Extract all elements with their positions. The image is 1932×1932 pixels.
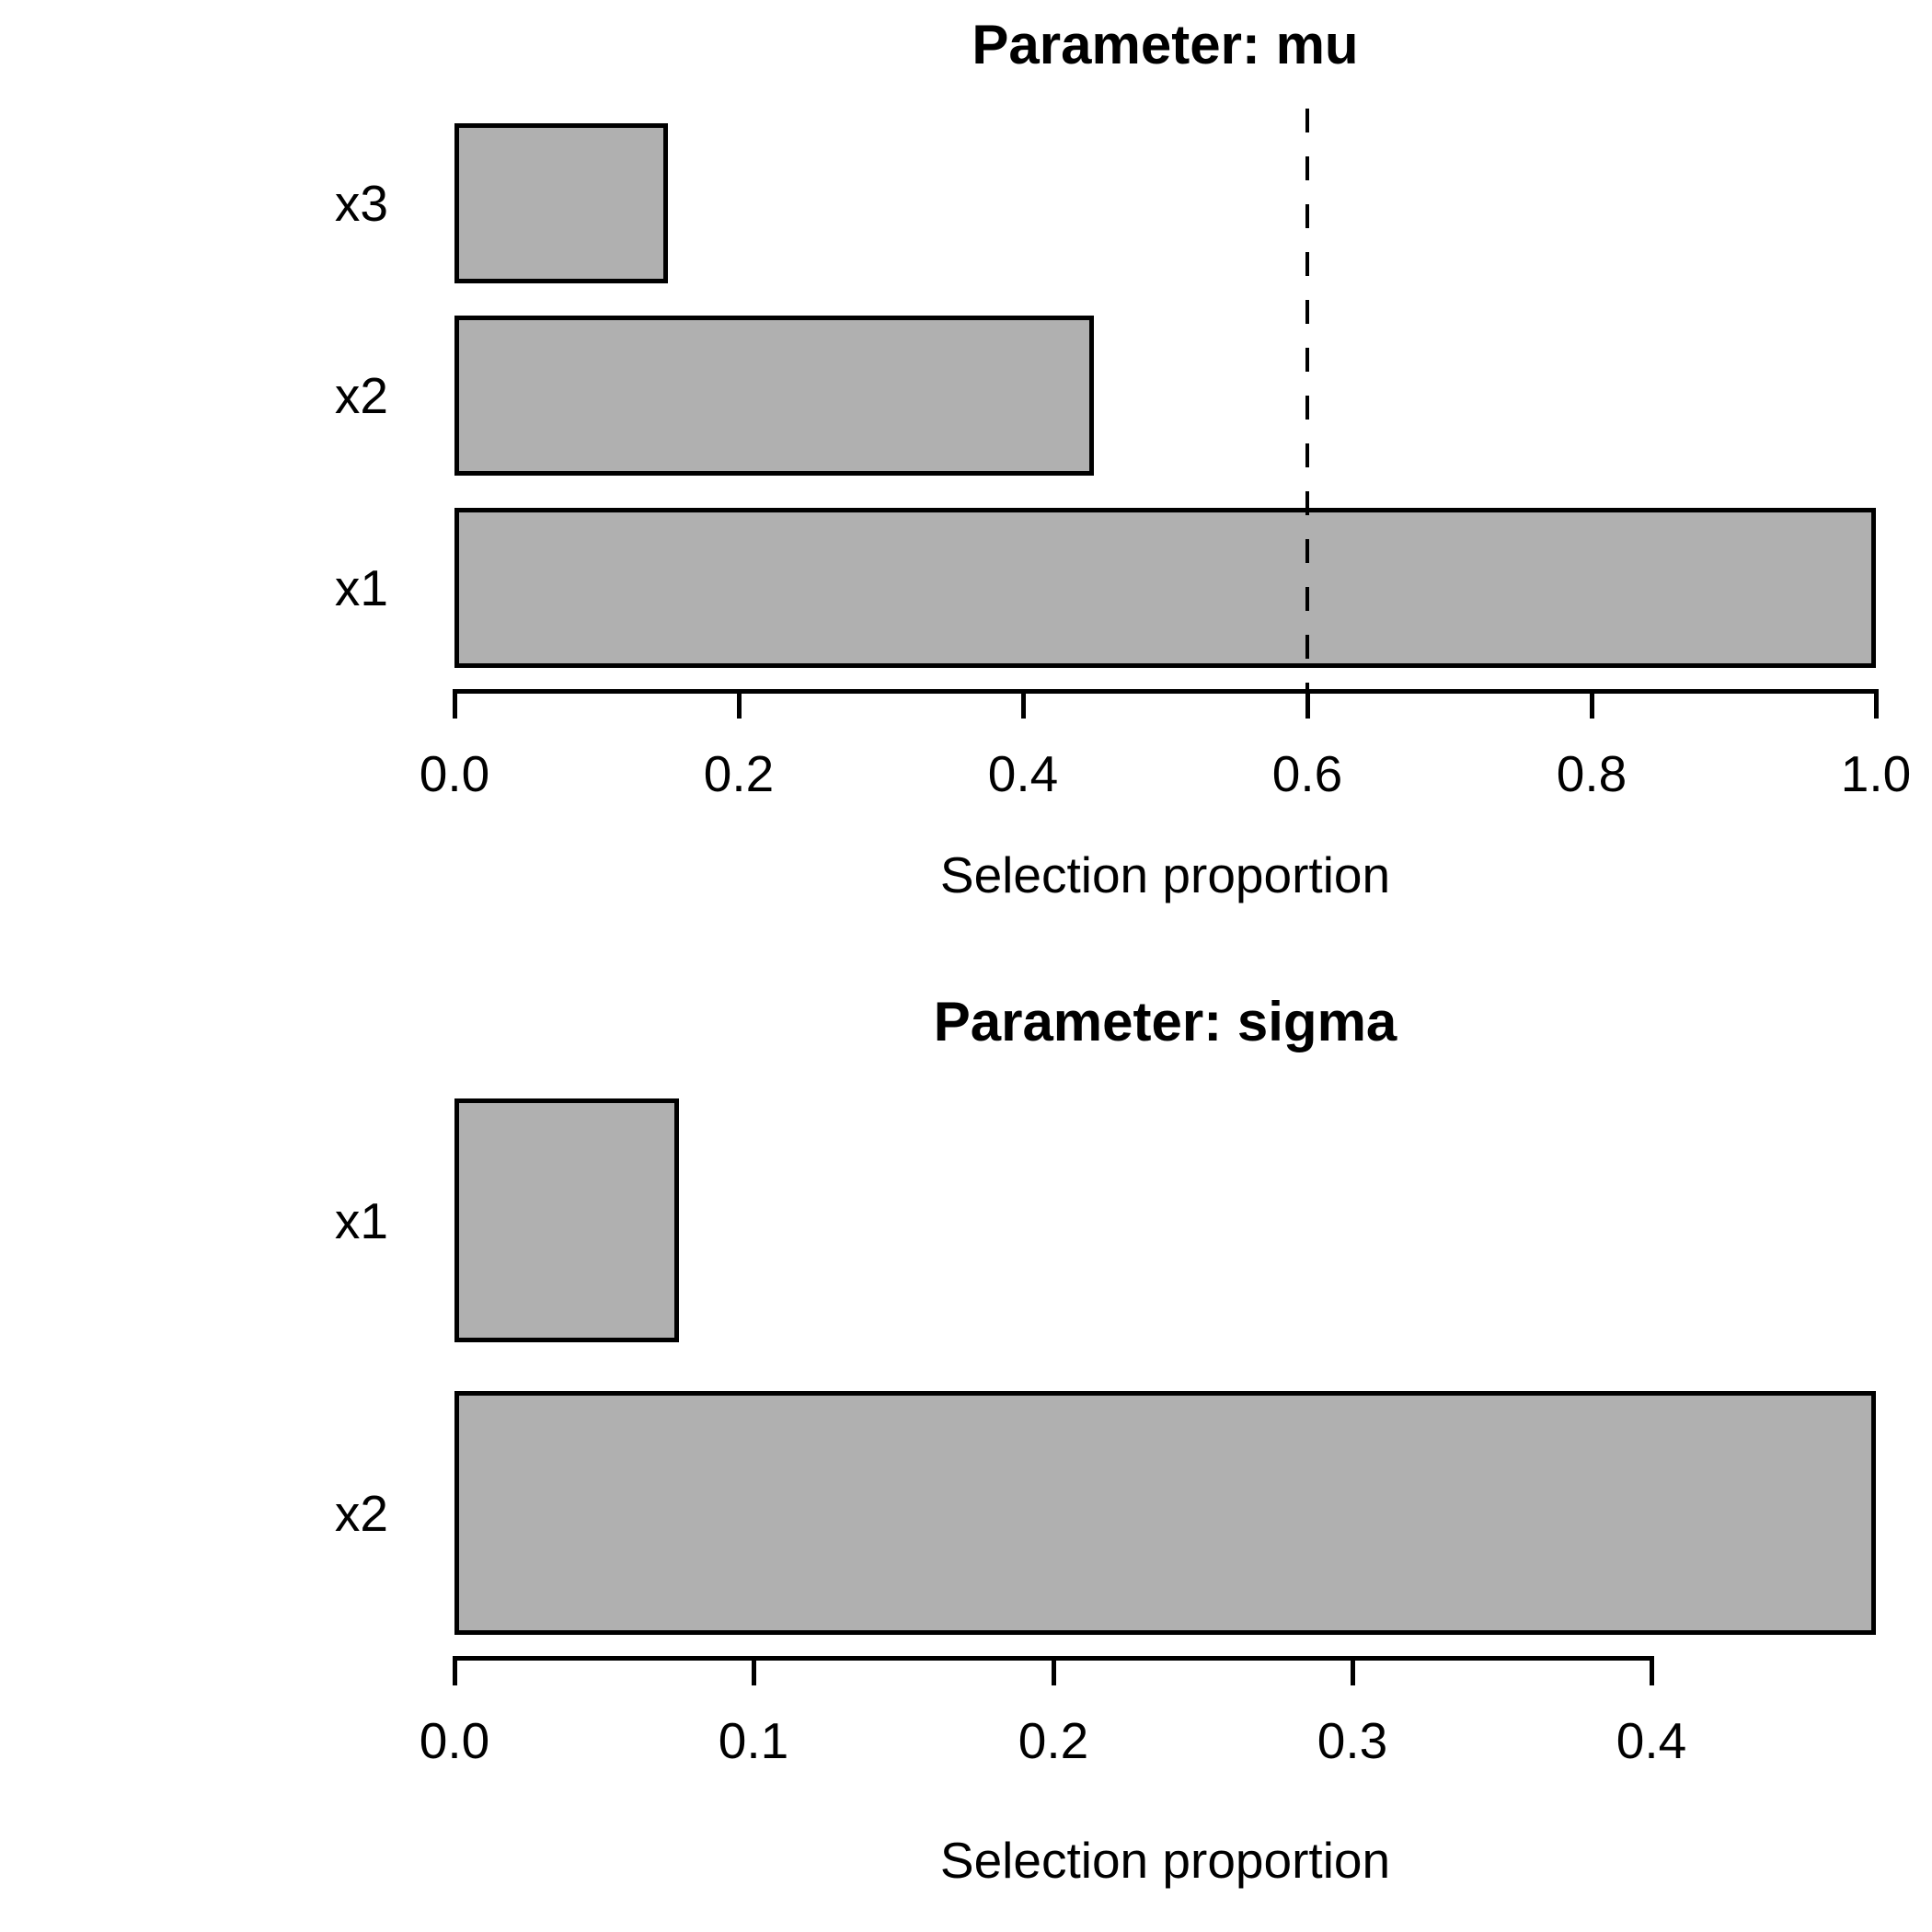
x-tick: [1874, 691, 1879, 719]
x-tick: [737, 691, 742, 719]
x-tick-label: 0.0: [419, 1712, 490, 1769]
bar-label-x1: x1: [334, 559, 388, 616]
x-tick: [453, 691, 457, 719]
chart-title-mu: Parameter: mu: [972, 14, 1359, 75]
x-tick-label: 0.2: [703, 745, 775, 802]
x-tick: [1305, 691, 1310, 719]
bar-label-x2: x2: [334, 1484, 388, 1542]
x-tick: [1021, 691, 1026, 719]
x-tick: [752, 1658, 756, 1685]
x-tick-label: 1.0: [1840, 745, 1912, 802]
x-tick-label: 0.0: [419, 745, 490, 802]
x-tick: [1052, 1658, 1056, 1685]
x-tick: [453, 1658, 457, 1685]
x-tick-label: 0.4: [987, 745, 1059, 802]
bar-label-x1: x1: [334, 1191, 388, 1249]
bar-label-x2: x2: [334, 367, 388, 424]
bar-x2: [454, 1391, 1876, 1635]
x-axis-label-mu: Selection proportion: [939, 846, 1391, 903]
x-tick-label: 0.8: [1556, 745, 1627, 802]
bar-x2: [454, 316, 1094, 476]
x-tick-label: 0.6: [1271, 745, 1343, 802]
bar-x3: [454, 123, 668, 283]
x-tick: [1650, 1658, 1654, 1685]
x-tick: [1590, 691, 1594, 719]
bar-x1: [454, 508, 1876, 668]
bar-label-x3: x3: [334, 175, 388, 232]
x-axis-line: [453, 689, 1879, 694]
x-tick-label: 0.1: [718, 1712, 789, 1769]
x-axis-label-sigma: Selection proportion: [939, 1832, 1391, 1889]
x-tick-label: 0.3: [1317, 1712, 1388, 1769]
x-tick-label: 0.4: [1616, 1712, 1687, 1769]
x-tick-label: 0.2: [1018, 1712, 1089, 1769]
bar-x1: [454, 1098, 679, 1342]
chart-title-sigma: Parameter: sigma: [933, 991, 1397, 1052]
cutoff-line: [1305, 109, 1309, 700]
x-tick: [1351, 1658, 1355, 1685]
